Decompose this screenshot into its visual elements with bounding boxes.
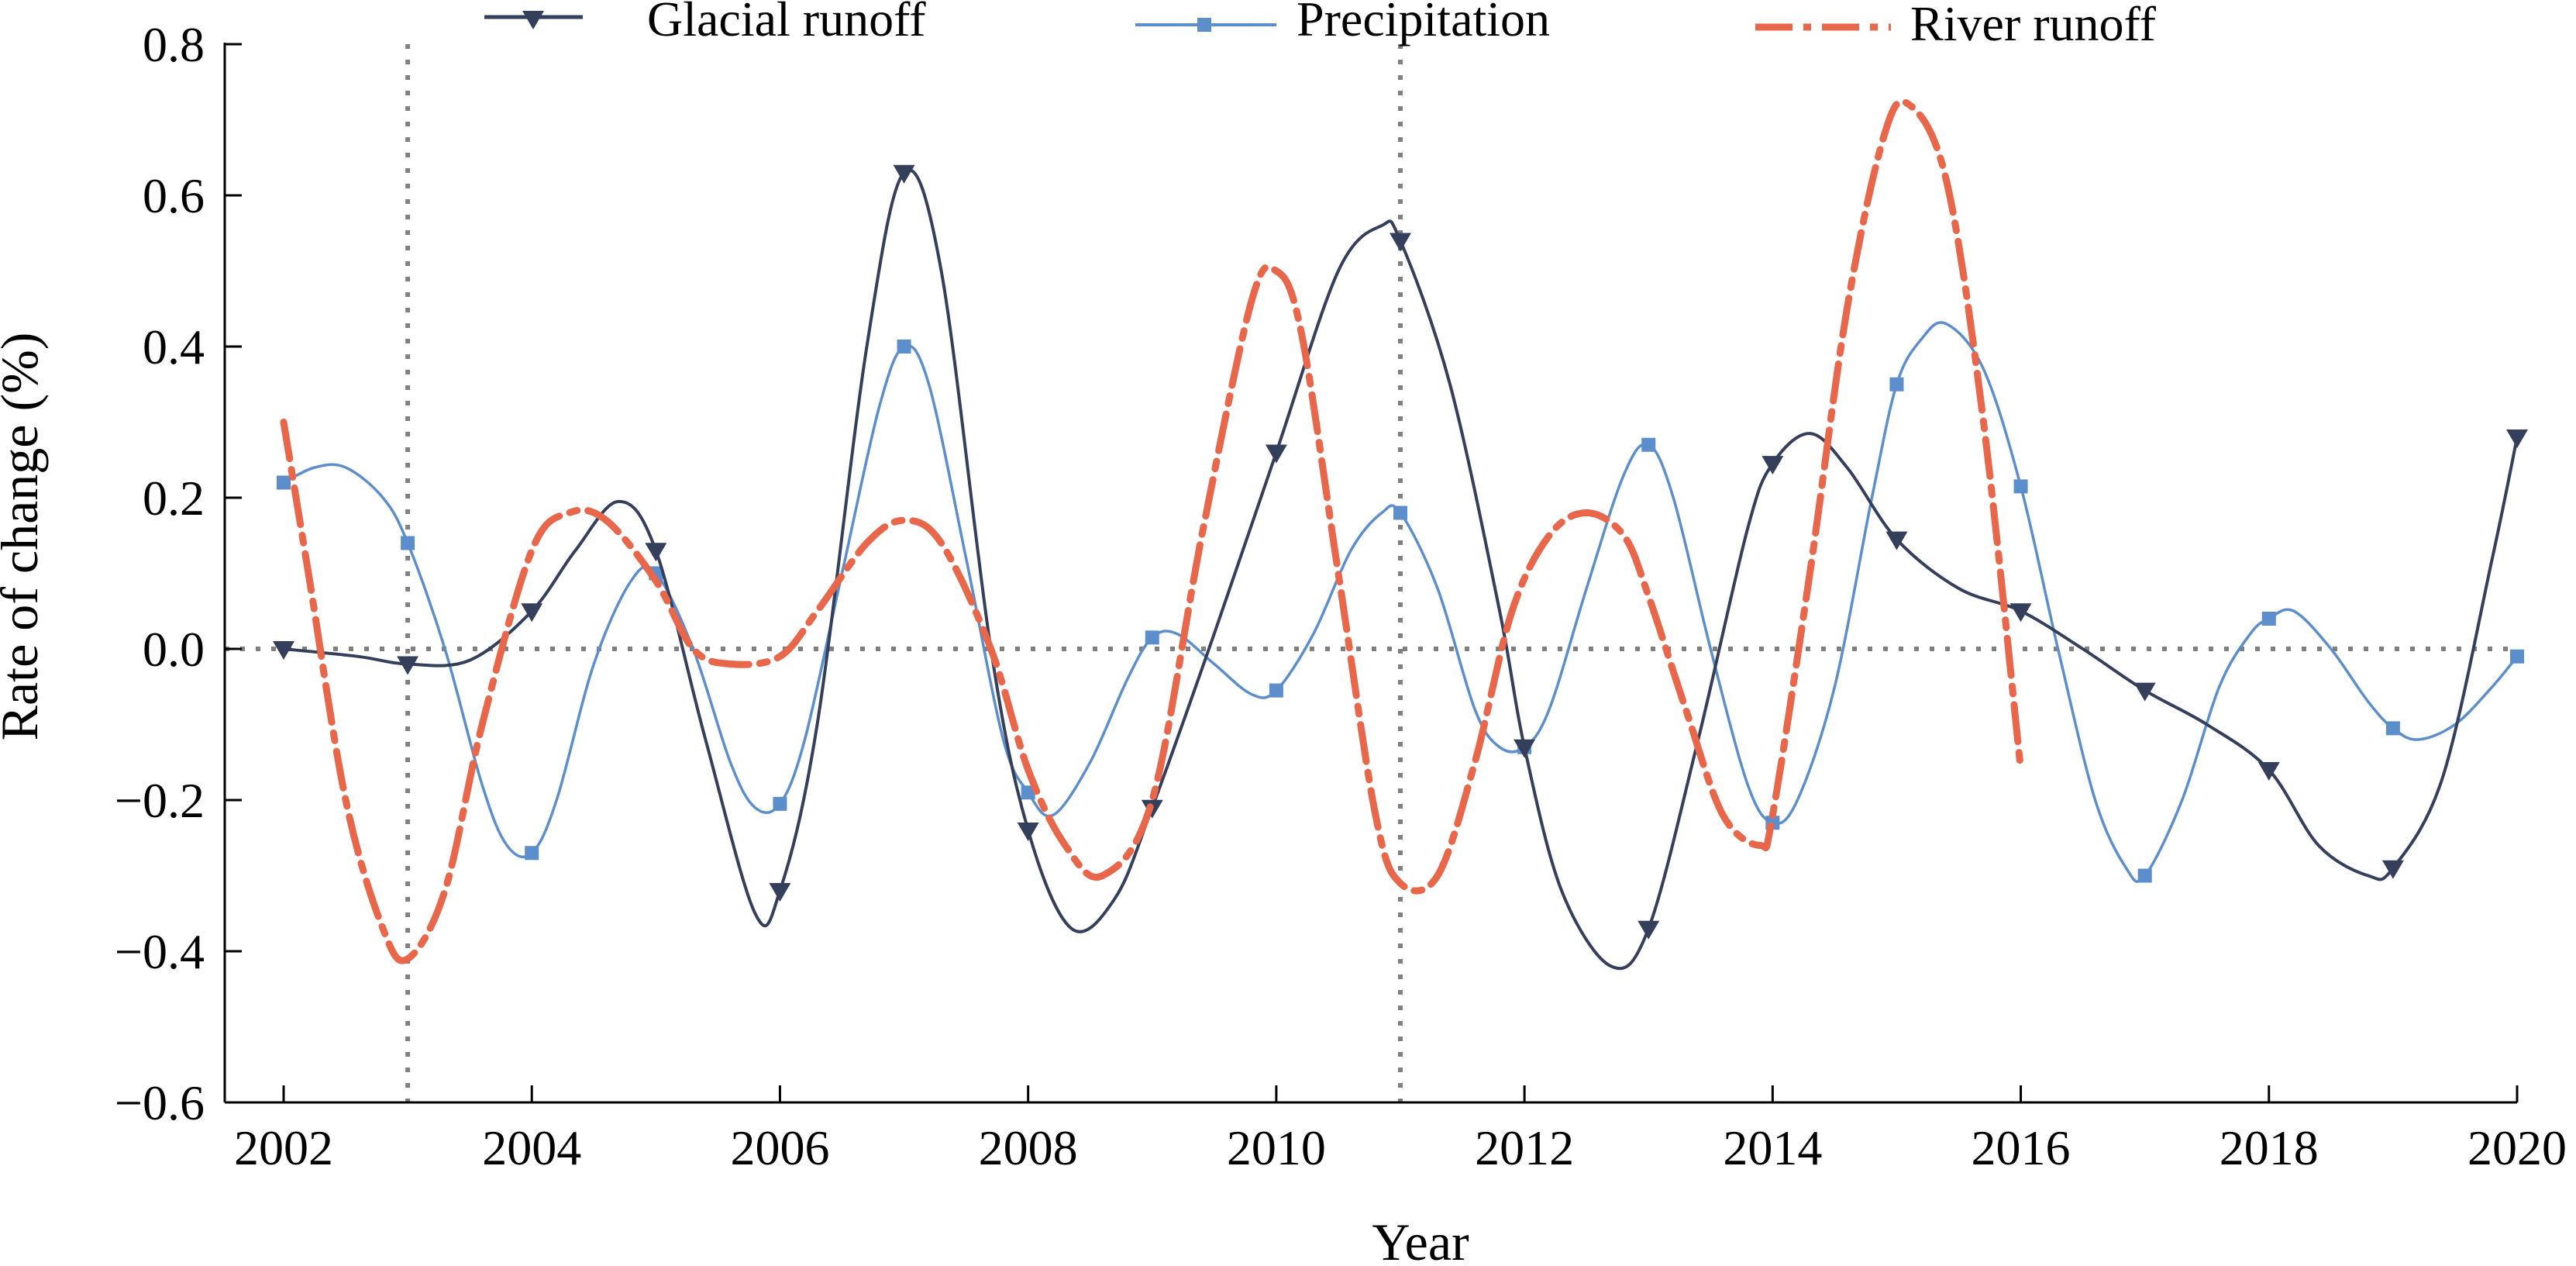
marker-glacial-runoff-2020 [2506,429,2528,448]
y-tick-label: −0.4 [115,924,205,979]
series-glacial-runoff [273,164,2528,971]
marker-glacial-runoff-2015 [1886,531,1908,550]
marker-glacial-runoff-2016 [2009,603,2032,623]
marker-precipitation-2011 [1393,505,1407,520]
x-tick-label: 2014 [1723,1120,1822,1175]
marker-precipitation-2020 [2510,649,2524,664]
marker-glacial-runoff-2013 [1638,920,1660,940]
legend-label-glacial-runoff: Glacial runoff [647,0,926,47]
y-tick-label: 0.0 [143,622,205,677]
marker-precipitation-2016 [2013,479,2028,494]
x-tick-label: 2004 [482,1120,581,1175]
x-tick-label: 2018 [2220,1120,2319,1175]
legend-label-precipitation: Precipitation [1297,0,1550,47]
axes [223,43,2517,1104]
x-axis-title: Year [1372,1213,1469,1266]
x-tick-label: 2020 [2468,1120,2567,1175]
marker-glacial-runoff-2003 [397,656,419,675]
marker-precipitation-2019 [2385,721,2400,736]
series-line-river-runoff [280,98,2025,964]
y-tick-label: 0.4 [143,319,205,374]
marker-glacial-runoff-2006 [769,883,791,902]
legend-item-river-runoff: River runoff [1755,0,2157,51]
marker-precipitation-2013 [1641,437,1656,452]
marker-precipitation-2003 [401,536,415,550]
y-tick-label: 0.2 [143,471,205,526]
marker-precipitation-2002 [277,475,291,490]
x-tick-label: 2002 [234,1120,333,1175]
marker-glacial-runoff-2019 [2381,860,2404,879]
marker-glacial-runoff-2004 [521,603,543,623]
series-line-precipitation [282,321,2519,883]
marker-glacial-runoff-2011 [1390,233,1411,252]
y-tick-label: 0.6 [143,168,205,223]
marker-glacial-runoff-2018 [2257,762,2280,781]
marker-precipitation-2008 [1021,785,1035,800]
marker-glacial-runoff-2012 [1514,739,1536,758]
y-axis-title: Rate of change (%) [0,333,49,741]
x-tick-label: 2008 [979,1120,1078,1175]
marker-precipitation-2007 [897,340,911,354]
series-group [273,98,2528,971]
legend-square-icon [1197,18,1211,32]
marker-glacial-runoff-2008 [1017,823,1039,841]
marker-precipitation-2015 [1889,377,1904,392]
series-river-runoff [280,98,2025,964]
legend-triangle-down-icon [522,11,544,29]
y-tick-label: −0.2 [115,773,205,828]
y-tick-label: 0.8 [143,17,205,72]
y-tick-label: −0.6 [115,1075,205,1130]
marker-precipitation-2018 [2261,612,2276,626]
series-line-glacial-runoff [282,168,2519,971]
marker-glacial-runoff-2017 [2133,682,2156,702]
x-tick-label: 2016 [1972,1120,2071,1175]
legend-item-glacial-runoff: Glacial runoff [484,0,926,47]
marker-glacial-runoff-2014 [1762,456,1784,475]
marker-precipitation-2009 [1145,630,1159,645]
x-axis-ticks: 2002 2004 2006 2008 2010 2012 2014 2016 2018 2020 [234,1085,2567,1175]
x-tick-label: 2010 [1227,1120,1326,1175]
marker-precipitation-2004 [525,846,539,861]
legend: Glacial runoff Precipitation River runof… [484,0,2157,51]
marker-precipitation-2017 [2137,868,2152,883]
marker-glacial-runoff-2007 [893,164,915,184]
x-tick-label: 2006 [730,1120,829,1175]
x-tick-label: 2012 [1475,1120,1574,1175]
marker-glacial-runoff-2005 [645,543,667,562]
legend-label-river-runoff: River runoff [1910,0,2157,51]
marker-precipitation-2006 [773,796,787,811]
reference-lines [225,44,2517,1102]
legend-item-precipitation: Precipitation [1135,0,1550,47]
marker-glacial-runoff-2010 [1265,444,1287,464]
marker-precipitation-2010 [1269,683,1283,698]
y-axis-ticks: −0.6 −0.4 −0.2 0.0 0.2 0.4 0.6 0.8 [115,17,242,1130]
marker-glacial-runoff-2002 [273,641,294,660]
